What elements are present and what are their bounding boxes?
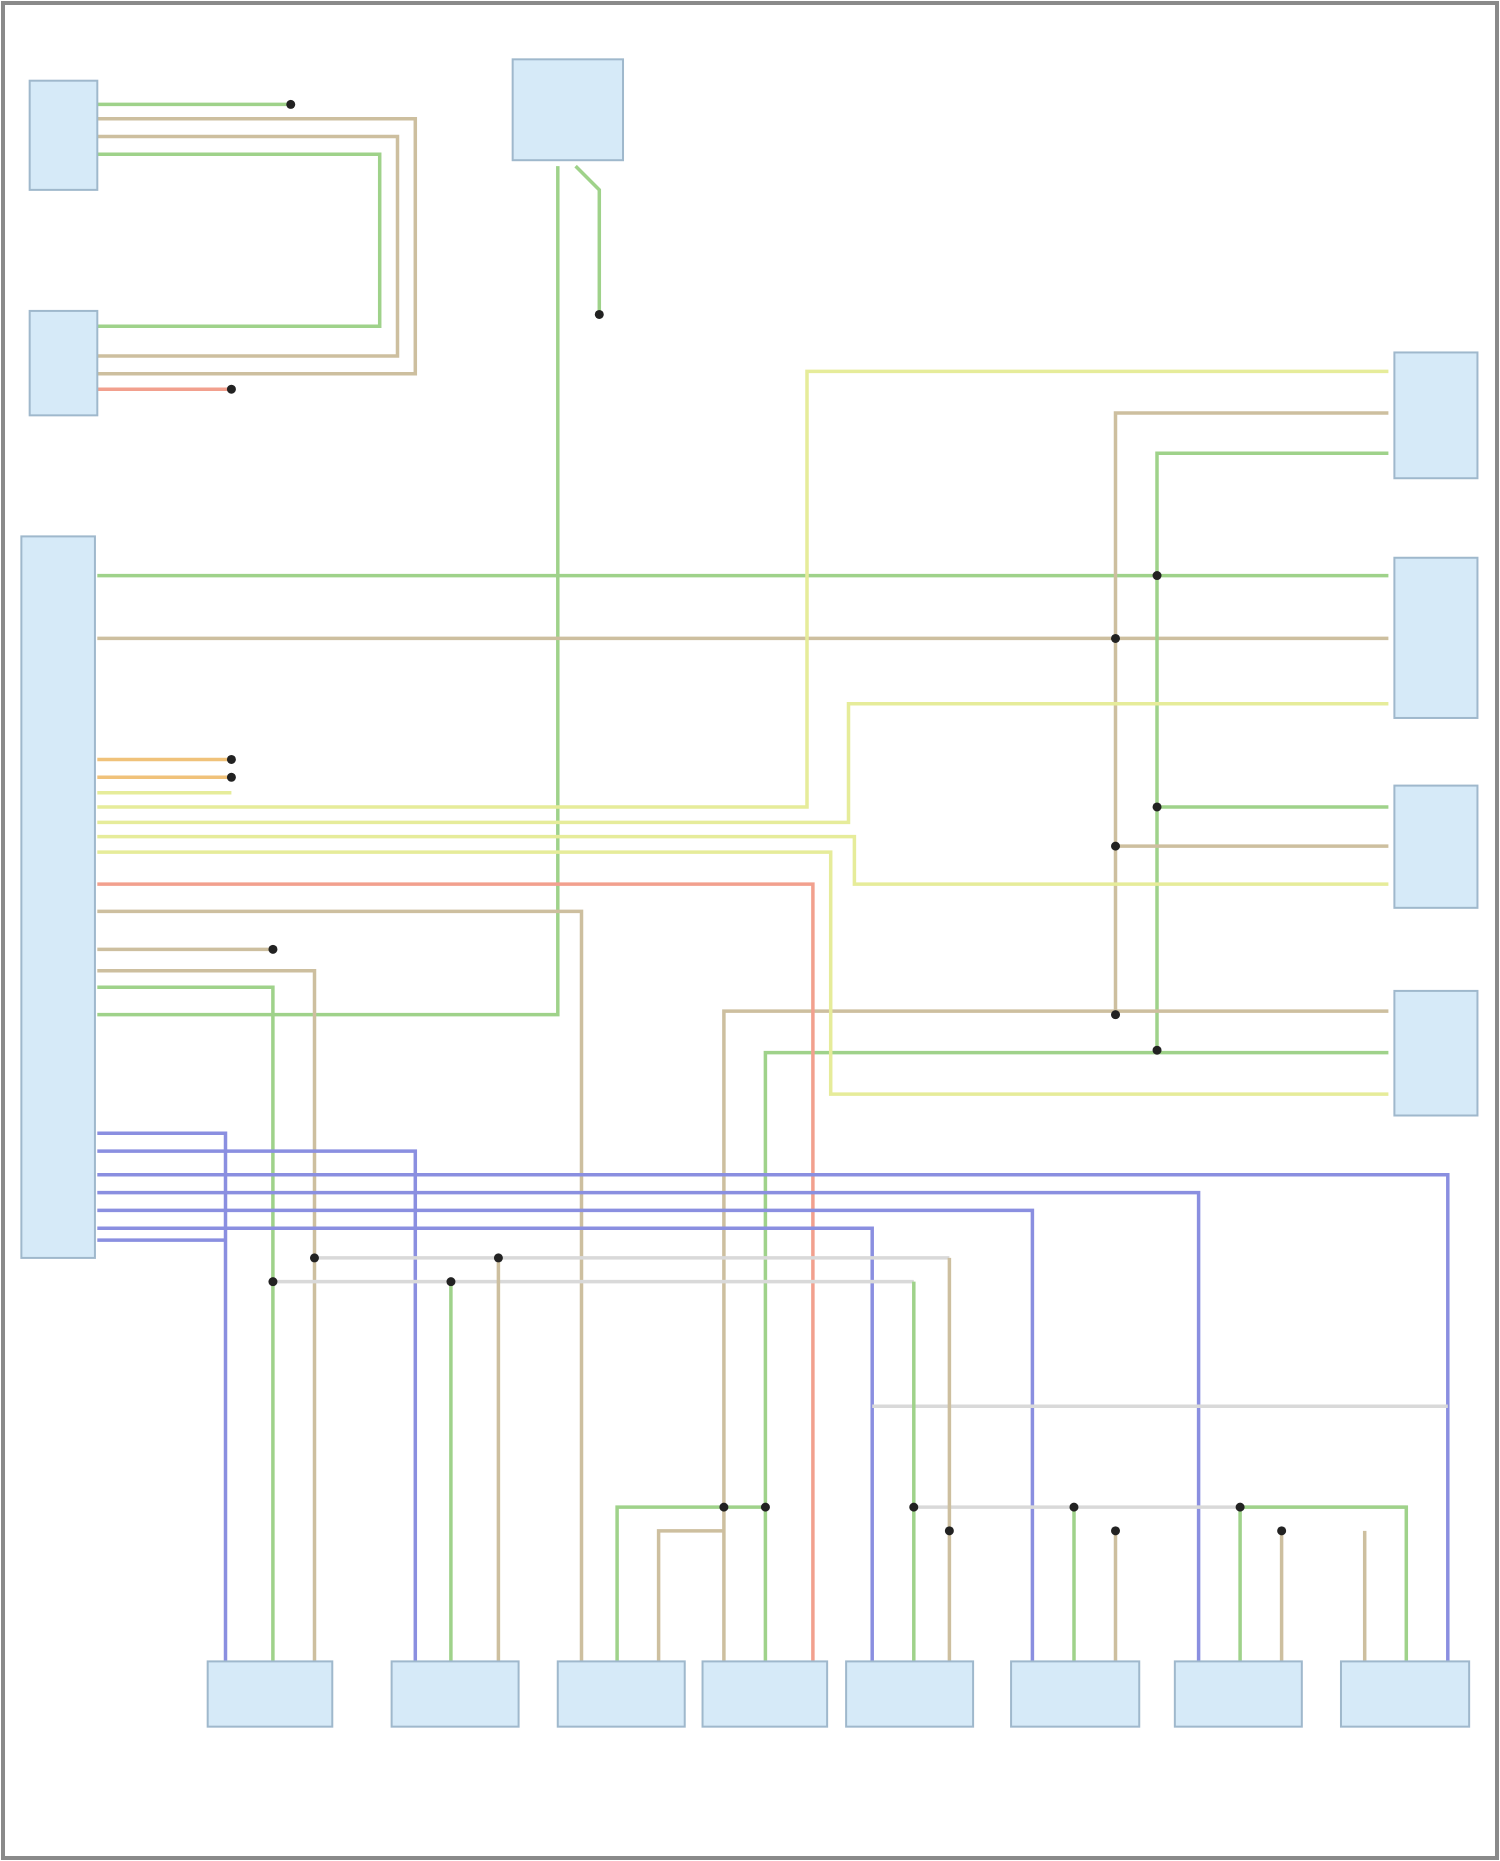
splices [226, 99, 1287, 1536]
bottom-sensor-8 [1339, 1660, 1471, 1728]
wire-blue [97, 1190, 1201, 1662]
components [20, 58, 1479, 1728]
right-sensor-1 [1393, 351, 1479, 480]
splice-dot [1235, 1502, 1245, 1512]
module-left-2 [28, 309, 99, 417]
wire-tan [656, 1529, 724, 1662]
splice-dot [226, 772, 236, 782]
wire-green [97, 152, 382, 329]
splice-dot [1111, 1526, 1121, 1536]
wire-tan [722, 1009, 1389, 1662]
wire-green [763, 1050, 1389, 1662]
wire-yellow [97, 701, 1389, 825]
wire-blue [97, 1173, 1450, 1662]
wire-blue [97, 1226, 874, 1662]
main-control-module [20, 535, 96, 1259]
wire-tan [97, 134, 400, 358]
bottom-sensor-5 [845, 1660, 975, 1728]
splice-dot [909, 1502, 919, 1512]
splice-dot [446, 1277, 456, 1287]
bottom-sensor-4 [701, 1660, 829, 1728]
wire-blue [97, 1208, 1035, 1662]
wires [97, 102, 1450, 1662]
wire-green [97, 166, 560, 1017]
bottom-sensor-1 [206, 1660, 334, 1728]
wire-yellow [97, 834, 1389, 886]
splice-dot [493, 1253, 503, 1263]
wire-red [97, 882, 815, 1662]
wire-green [1238, 1505, 1409, 1662]
wire-green [615, 1505, 766, 1662]
splice-dot [1152, 1045, 1162, 1055]
splice-dot [226, 754, 236, 764]
module-top-left [28, 79, 99, 191]
bottom-sensor-3 [556, 1660, 686, 1728]
splice-dot [226, 384, 236, 394]
right-sensor-3 [1393, 784, 1479, 909]
right-sensor-4 [1393, 989, 1479, 1117]
wire-blue [97, 1149, 418, 1662]
wire-tan [97, 909, 584, 1662]
wire-green [574, 164, 602, 315]
splice-dot [1069, 1502, 1079, 1512]
splice-dot [268, 944, 278, 954]
splice-dot [1111, 1010, 1121, 1020]
bottom-sensor-2 [390, 1660, 520, 1728]
bottom-sensor-6 [1010, 1660, 1141, 1728]
wire-green [97, 985, 275, 1662]
wire-green [1155, 451, 1389, 1051]
bottom-sensor-7 [1173, 1660, 1303, 1728]
module-top-center [511, 58, 625, 162]
right-sensor-2 [1393, 556, 1479, 719]
wire-tan [97, 116, 418, 376]
splice-dot [1111, 633, 1121, 643]
splice-dot [268, 1277, 278, 1287]
splice-dot [286, 99, 296, 109]
splice-dot [594, 309, 604, 319]
wire-yellow [97, 850, 1389, 1096]
splice-dot [1152, 802, 1162, 812]
splice-dot [944, 1526, 954, 1536]
wire-yellow [97, 369, 1389, 809]
splice-dot [1277, 1526, 1287, 1536]
wire-tan [1113, 411, 1389, 1015]
wire-tan [97, 968, 317, 1662]
splice-dot [1152, 571, 1162, 581]
splice-dot [309, 1253, 319, 1263]
splice-dot [760, 1502, 770, 1512]
wire-blue [97, 1131, 228, 1662]
splice-dot [719, 1502, 729, 1512]
splice-dot [1111, 841, 1121, 851]
